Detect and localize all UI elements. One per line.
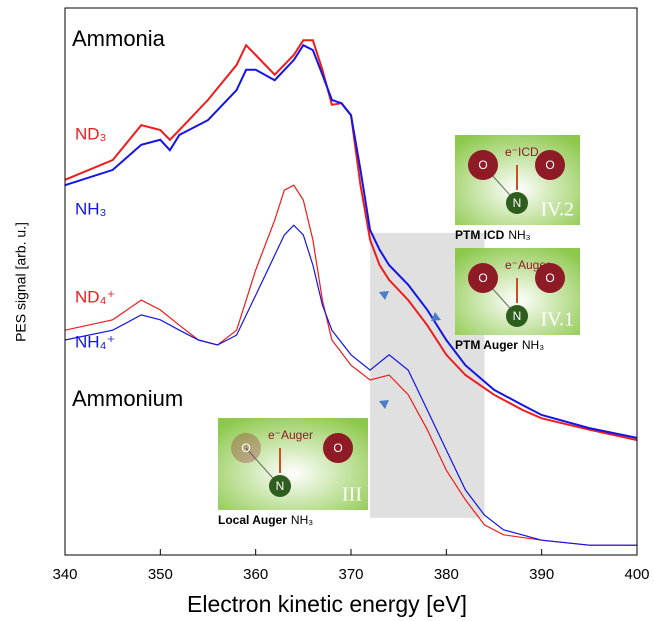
atom-label: N: [513, 309, 522, 323]
arrow: [368, 400, 389, 413]
atom-label: O: [545, 271, 554, 285]
x-tick-label: 340: [52, 566, 77, 583]
series-label: ND₄⁺: [75, 287, 115, 306]
inset-caption: Local Auger NH₃: [218, 513, 313, 527]
atom: [506, 192, 528, 214]
atom-label: O: [241, 441, 250, 455]
series-label: NH₃: [75, 199, 106, 218]
inset-caption: PTM ICD NH₃: [455, 228, 531, 242]
series-label: ND₃: [75, 124, 106, 143]
x-tick-label: 380: [434, 566, 459, 583]
arrow: [431, 308, 452, 321]
x-tick-label: 400: [624, 566, 649, 583]
caption-process: PTM ICD: [455, 228, 505, 242]
inset-numeral: III: [342, 484, 362, 506]
caption-molecule: NH₃: [291, 513, 313, 527]
caption-process: Local Auger: [218, 513, 287, 527]
series-line: [64, 39, 638, 442]
series-line: [64, 43, 638, 439]
caption-molecule: NH₃: [522, 338, 544, 352]
x-tick-label: 370: [338, 566, 363, 583]
electron-label: e⁻Auger: [505, 258, 550, 272]
atom: [231, 433, 261, 463]
atom-label: O: [478, 271, 487, 285]
inset-panel: [218, 418, 368, 510]
x-tick-label: 360: [243, 566, 268, 583]
inset-numeral: IV.2: [540, 199, 574, 221]
atom-label: N: [513, 196, 522, 210]
atom: [323, 433, 353, 463]
atom: [468, 150, 498, 180]
atom: [535, 263, 565, 293]
inset-numeral: IV.1: [540, 309, 574, 331]
caption-molecule: NH₃: [508, 228, 530, 242]
atom-label: O: [333, 441, 342, 455]
atom-label: N: [276, 479, 285, 493]
series-line: [64, 184, 637, 546]
annotation: Ammonium: [72, 386, 183, 411]
atom-label: O: [545, 158, 554, 172]
inset-caption: PTM Auger NH₃: [455, 338, 544, 352]
arrow: [368, 291, 389, 304]
electron-label: e⁻ICD: [505, 145, 539, 159]
atom-label: O: [478, 158, 487, 172]
x-tick-label: 350: [148, 566, 173, 583]
atom: [269, 475, 291, 497]
electron-label: e⁻Auger: [268, 428, 313, 442]
x-tick-label: 390: [529, 566, 554, 583]
series-label: NH₄⁺: [75, 332, 115, 351]
series-line: [64, 224, 637, 546]
caption-process: PTM Auger: [455, 338, 518, 352]
y-axis-label: PES signal [arb. u.]: [13, 222, 29, 342]
atom: [535, 150, 565, 180]
annotation: Ammonia: [72, 26, 166, 51]
atom: [468, 263, 498, 293]
atom: [506, 305, 528, 327]
plot-frame: [64, 7, 638, 556]
x-axis-label: Electron kinetic energy [eV]: [187, 591, 467, 617]
